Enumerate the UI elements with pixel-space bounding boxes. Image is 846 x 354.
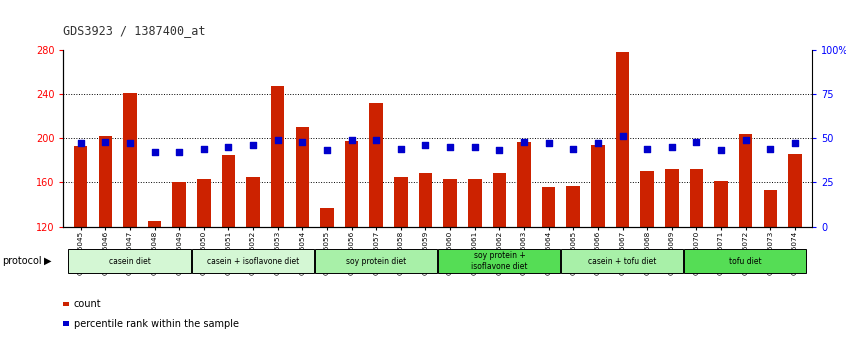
Point (370, 137, 383, 143)
Bar (561, 249, 684, 273)
Bar (370, 103, 383, 227)
Text: tofu diet: tofu diet (729, 257, 762, 266)
Bar (394, 177, 408, 227)
Point (148, 149, 162, 155)
Point (345, 137, 359, 143)
Point (616, 133, 629, 139)
Point (764, 146, 777, 152)
Bar (640, 171, 654, 227)
Bar (567, 185, 580, 227)
Bar (714, 181, 728, 227)
Bar (271, 86, 284, 227)
Text: soy protein +
isoflavone diet: soy protein + isoflavone diet (471, 251, 528, 271)
Bar (191, 249, 314, 273)
Bar (665, 169, 678, 227)
Bar (689, 169, 703, 227)
Point (320, 148, 333, 153)
Point (419, 142, 432, 148)
Bar (148, 221, 162, 227)
Point (197, 146, 211, 152)
Point (443, 144, 457, 150)
Bar (197, 179, 211, 227)
Bar (541, 187, 556, 227)
Point (689, 139, 703, 144)
Point (222, 144, 235, 150)
Point (394, 146, 408, 152)
Bar (788, 154, 802, 227)
Text: protocol: protocol (3, 256, 42, 266)
Text: GDS3923 / 1387400_at: GDS3923 / 1387400_at (63, 24, 206, 37)
Bar (246, 177, 260, 227)
Text: soy protein diet: soy protein diet (346, 257, 406, 266)
Text: casein + isoflavone diet: casein + isoflavone diet (207, 257, 299, 266)
Point (98, 139, 112, 144)
Bar (320, 208, 334, 227)
Point (74, 141, 87, 146)
Bar (124, 93, 137, 227)
Point (517, 139, 530, 144)
Bar (173, 182, 186, 227)
Point (295, 139, 309, 144)
Bar (315, 249, 437, 273)
Bar (222, 155, 235, 227)
Point (271, 137, 284, 143)
Bar (616, 52, 629, 227)
Bar (69, 249, 191, 273)
Text: casein diet: casein diet (109, 257, 151, 266)
Point (591, 141, 605, 146)
Bar (739, 133, 752, 227)
Point (788, 141, 802, 146)
Bar (443, 179, 457, 227)
Point (665, 144, 678, 150)
Point (124, 141, 137, 146)
Bar (591, 145, 605, 227)
Bar (684, 249, 806, 273)
Point (640, 146, 654, 152)
Bar (517, 143, 530, 227)
Text: ▶: ▶ (44, 256, 52, 266)
Point (567, 146, 580, 152)
Text: count: count (74, 299, 102, 309)
Point (246, 142, 260, 148)
Point (173, 149, 186, 155)
Point (739, 137, 752, 143)
Bar (74, 146, 87, 227)
Bar (345, 141, 359, 227)
Point (468, 144, 481, 150)
Bar (438, 249, 560, 273)
Bar (468, 179, 481, 227)
Bar (419, 173, 432, 227)
Bar (295, 127, 309, 227)
Bar (98, 136, 112, 227)
Text: percentile rank within the sample: percentile rank within the sample (74, 319, 239, 329)
Bar (492, 173, 506, 227)
Point (542, 141, 556, 146)
Point (714, 148, 728, 153)
Bar (764, 190, 777, 227)
Point (492, 148, 506, 153)
Text: casein + tofu diet: casein + tofu diet (588, 257, 656, 266)
